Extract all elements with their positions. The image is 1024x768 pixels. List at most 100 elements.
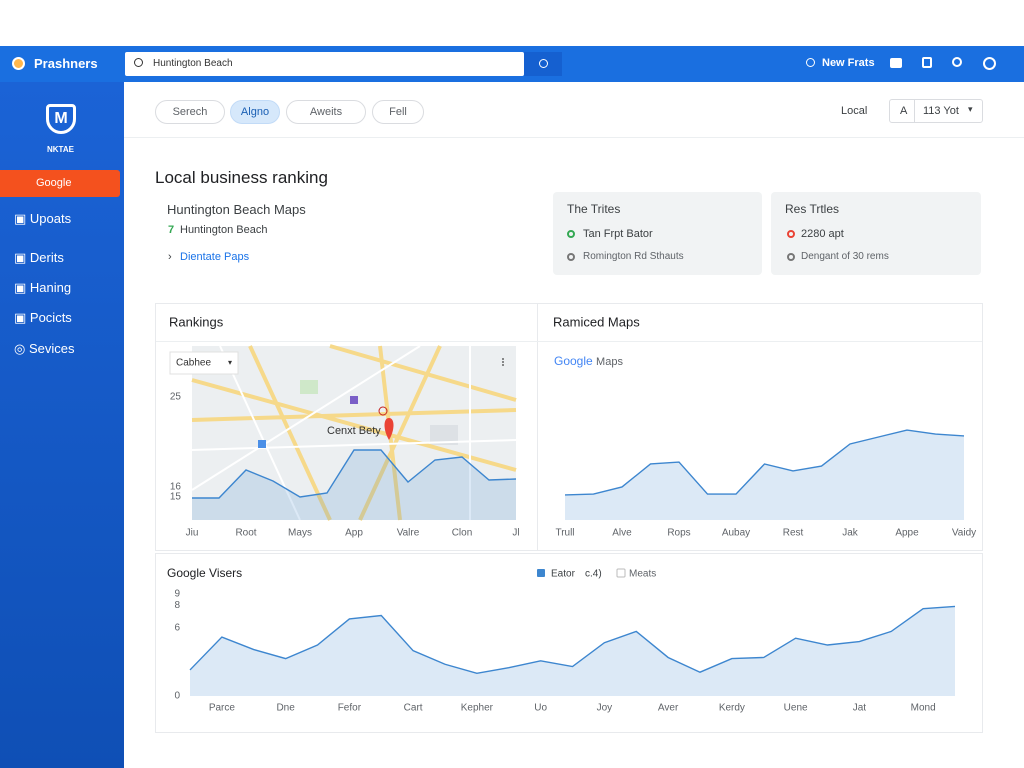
- toolbar-divider: [124, 137, 1024, 138]
- x-tick-label: Fefor: [338, 703, 362, 714]
- logo-icon: M: [46, 104, 76, 134]
- x-tick-label: Appe: [895, 528, 919, 539]
- line: [192, 449, 517, 499]
- nav-item[interactable]: ▣ Haning: [14, 280, 72, 295]
- nav-item[interactable]: ▣ Upoats: [14, 211, 72, 226]
- legend-swatch: [537, 569, 545, 577]
- info-icon[interactable]: [983, 57, 996, 70]
- svg-text:▾: ▾: [228, 358, 232, 367]
- search-button[interactable]: [524, 52, 562, 76]
- card-line: Dengant of 30 rems: [801, 251, 889, 262]
- chip[interactable]: Serech: [155, 100, 225, 124]
- x-tick-label: Trull: [555, 528, 574, 539]
- legend-swatch: [616, 568, 626, 578]
- chip[interactable]: Aweits: [286, 100, 366, 124]
- logo-text: NKTAE: [47, 145, 74, 154]
- info-link[interactable]: Dientate Paps: [180, 251, 250, 263]
- x-tick-label: Jiu: [186, 528, 199, 539]
- nav-label: Sevices: [28, 341, 75, 356]
- card: The Trites Tan Frpt Bator Romington Rd S…: [553, 192, 762, 275]
- button-label: Google: [36, 177, 72, 189]
- search-icon: [134, 58, 143, 67]
- x-tick-label: Jat: [853, 703, 867, 714]
- card-icon: [787, 253, 795, 261]
- x-tick-label: Cart: [404, 703, 423, 714]
- x-tick-label: Kerdy: [719, 703, 745, 714]
- card: Res Trtles 2280 apt Dengant of 30 rems: [771, 192, 981, 275]
- y-tick-label: 8: [174, 600, 180, 611]
- search-box[interactable]: Huntington Beach: [125, 52, 524, 76]
- x-tick-label: Rops: [667, 528, 690, 539]
- icon[interactable]: [922, 57, 932, 68]
- page-title: Local business ranking: [155, 168, 328, 187]
- map-dropdown[interactable]: Cabhee: [176, 358, 211, 369]
- x-tick-label: Root: [235, 528, 256, 539]
- chip[interactable]: Fell: [372, 100, 424, 124]
- panel-title: Ramiced Maps: [553, 314, 640, 329]
- card-line: 2280 apt: [801, 228, 844, 240]
- top-bar: Prashners Huntington Beach New Frats: [0, 46, 1024, 82]
- card-icon: [567, 253, 575, 261]
- card-line: Romington Rd Sthauts: [583, 251, 684, 262]
- action-icon: [806, 58, 815, 67]
- select-prefix: A: [900, 105, 908, 117]
- y-tick-label: 16: [170, 482, 182, 493]
- local-label: Local: [841, 105, 868, 117]
- info-location: Huntington Beach: [180, 224, 268, 236]
- map-label: Cenxt Bety: [327, 425, 381, 437]
- header-action[interactable]: New Frats: [822, 57, 875, 69]
- x-tick-label: Mond: [911, 703, 936, 714]
- x-tick-label: Uene: [784, 703, 808, 714]
- panel: [537, 303, 983, 551]
- x-tick-label: App: [345, 528, 363, 539]
- map: ▾: [169, 344, 517, 521]
- panel-title: Rankings: [169, 314, 224, 329]
- chip[interactable]: Algno: [230, 100, 280, 124]
- panel-divider: [156, 341, 982, 342]
- search-icon: [539, 59, 548, 68]
- x-tick-label: Alve: [612, 528, 632, 539]
- x-tick-label: Clon: [452, 528, 473, 539]
- y-tick-label: 9: [174, 589, 180, 600]
- brand-icon: [12, 57, 25, 70]
- y-tick-label: 0: [174, 691, 180, 702]
- location-icon: 7: [168, 224, 175, 236]
- x-tick-label: Mays: [288, 528, 312, 539]
- nav-label: Pocicts: [29, 310, 72, 325]
- icon[interactable]: [952, 57, 962, 67]
- x-tick-label: Parce: [209, 703, 236, 714]
- legend-label[interactable]: Meats: [629, 569, 656, 580]
- x-tick-label: Dne: [276, 703, 295, 714]
- x-tick-label: Rest: [783, 528, 804, 539]
- x-tick-label: Vaidy: [952, 528, 976, 539]
- area: [192, 450, 516, 520]
- search-text: Huntington Beach: [153, 58, 233, 69]
- card-icon: [567, 230, 575, 238]
- card-line: Tan Frpt Bator: [583, 228, 653, 240]
- area: [565, 430, 964, 520]
- google-logo: Google Maps: [554, 354, 623, 368]
- google-button[interactable]: Google: [0, 170, 120, 197]
- line: [564, 429, 965, 496]
- nav-item[interactable]: ◎ Sevices: [14, 341, 75, 356]
- x-tick-label: Jl: [512, 528, 519, 539]
- x-tick-label: Jak: [842, 528, 859, 539]
- x-tick-label: Uo: [534, 703, 547, 714]
- x-tick-label: Aver: [658, 703, 679, 714]
- line: [189, 605, 956, 675]
- nav-label: Upoats: [29, 211, 72, 226]
- panel-title: Google Visers: [167, 566, 242, 580]
- icon[interactable]: [890, 58, 902, 68]
- legend-label[interactable]: Eator: [551, 569, 576, 580]
- panel: [155, 553, 983, 733]
- divider: [914, 100, 915, 122]
- logo-suffix: Maps: [596, 356, 623, 368]
- nav-label: Derits: [29, 250, 64, 265]
- nav-item[interactable]: ▣ Derits: [14, 250, 64, 265]
- select[interactable]: A 113 Yot ▾: [889, 99, 983, 123]
- nav-item[interactable]: ▣ Pocicts: [14, 310, 72, 325]
- x-tick-label: Valre: [397, 528, 420, 539]
- card-icon: [787, 230, 795, 238]
- nav-label: Haning: [29, 280, 72, 295]
